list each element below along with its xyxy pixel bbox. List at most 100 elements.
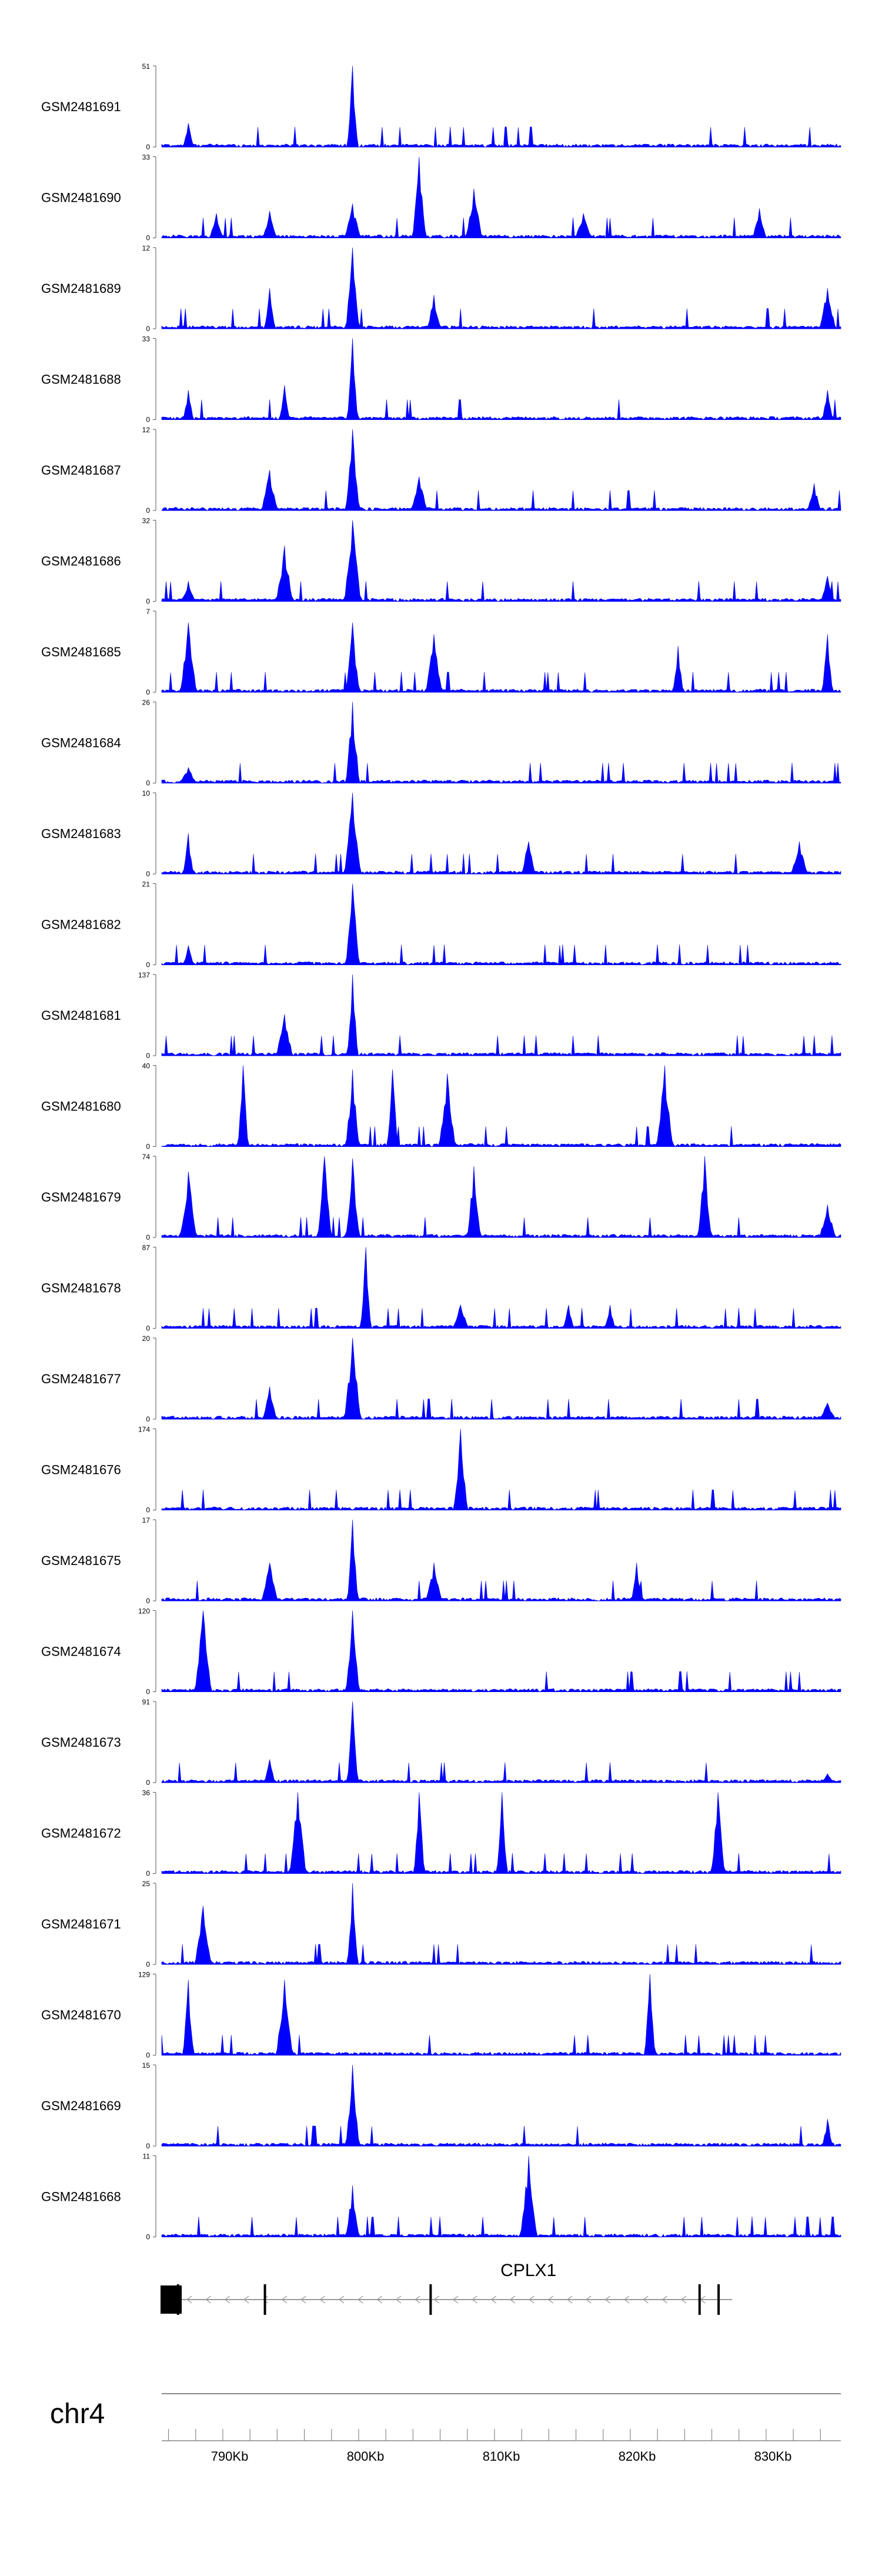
y-max-label: 25 bbox=[142, 1880, 151, 1888]
coverage-area bbox=[161, 1792, 841, 1874]
track-label: GSM2481680 bbox=[41, 1099, 121, 1114]
coverage-area bbox=[161, 2155, 841, 2238]
strand-chevron bbox=[281, 2295, 288, 2304]
track-label: GSM2481668 bbox=[41, 2190, 121, 2204]
strand-chevron bbox=[452, 2295, 459, 2304]
x-tick-label: 810Kb bbox=[483, 2449, 520, 2464]
coverage-area bbox=[161, 1701, 841, 1783]
y-min-label: 0 bbox=[146, 1688, 150, 1696]
coverage-area bbox=[161, 1519, 841, 1601]
strand-chevron bbox=[490, 2295, 497, 2304]
track-label: GSM2481688 bbox=[41, 372, 121, 387]
coverage-area bbox=[161, 2064, 841, 2147]
coverage-area bbox=[161, 622, 841, 693]
strand-chevron bbox=[358, 2295, 363, 2304]
coverage-area bbox=[161, 1610, 841, 1693]
chromosome-label: chr4 bbox=[50, 2398, 105, 2430]
coverage-area bbox=[161, 1247, 841, 1329]
y-min-label: 0 bbox=[146, 416, 150, 424]
y-max-label: 26 bbox=[142, 699, 151, 707]
track-label: GSM2481691 bbox=[41, 99, 121, 114]
coverage-area bbox=[161, 1337, 841, 1420]
track-label: GSM2481675 bbox=[41, 1553, 121, 1568]
coverage-area bbox=[161, 1429, 841, 1511]
strand-chevron bbox=[662, 2295, 668, 2304]
strand-chevron bbox=[338, 2295, 345, 2304]
y-max-label: 12 bbox=[142, 426, 151, 434]
strand-chevron bbox=[529, 2295, 534, 2304]
y-max-label: 87 bbox=[142, 1244, 151, 1252]
strand-chevron bbox=[395, 2295, 402, 2304]
track-label: GSM2481682 bbox=[41, 917, 121, 932]
track-label: GSM2481670 bbox=[41, 2008, 121, 2023]
track-label: GSM2481672 bbox=[41, 1826, 121, 1841]
y-max-label: 10 bbox=[142, 789, 151, 798]
y-max-label: 33 bbox=[142, 154, 151, 162]
x-tick-label: 830Kb bbox=[754, 2449, 792, 2464]
coverage-area bbox=[161, 247, 841, 329]
track-label: GSM2481669 bbox=[41, 2098, 121, 2113]
strand-chevron bbox=[680, 2295, 687, 2304]
y-min-label: 0 bbox=[146, 2233, 150, 2241]
y-min-label: 0 bbox=[146, 234, 150, 242]
track-label: GSM2481677 bbox=[41, 1372, 121, 1386]
track-label: GSM2481681 bbox=[41, 1008, 121, 1023]
y-max-label: 7 bbox=[146, 608, 150, 616]
strand-chevron bbox=[623, 2295, 630, 2304]
track-label: GSM2481687 bbox=[41, 463, 121, 478]
y-min-label: 0 bbox=[146, 1778, 150, 1787]
gene-exon bbox=[717, 2284, 720, 2315]
y-min-label: 0 bbox=[146, 598, 150, 606]
strand-chevron bbox=[509, 2295, 516, 2304]
y-min-label: 0 bbox=[146, 1960, 150, 1968]
strand-chevron bbox=[186, 2295, 192, 2304]
track-label: GSM2481678 bbox=[41, 1281, 121, 1296]
y-min-label: 0 bbox=[146, 325, 150, 333]
coverage-area bbox=[161, 1974, 841, 2056]
track-label: GSM2481674 bbox=[41, 1644, 121, 1659]
y-max-label: 21 bbox=[142, 880, 151, 889]
strand-chevron bbox=[547, 2295, 554, 2304]
y-max-label: 174 bbox=[138, 1426, 150, 1434]
y-min-label: 0 bbox=[146, 688, 150, 696]
strand-chevron bbox=[243, 2295, 249, 2304]
y-max-label: 33 bbox=[142, 335, 151, 343]
y-max-label: 17 bbox=[142, 1516, 151, 1524]
y-max-label: 120 bbox=[138, 1607, 150, 1616]
track-label: GSM2481685 bbox=[41, 645, 121, 659]
strand-chevron bbox=[300, 2295, 306, 2304]
strand-chevron bbox=[319, 2295, 325, 2304]
track-label: GSM2481684 bbox=[41, 736, 121, 750]
coverage-area bbox=[161, 883, 841, 966]
y-min-label: 0 bbox=[146, 1324, 150, 1333]
y-min-label: 0 bbox=[146, 1870, 150, 1878]
gene-exon bbox=[698, 2284, 701, 2315]
y-min-label: 0 bbox=[146, 2142, 150, 2150]
y-max-label: 74 bbox=[142, 1153, 151, 1161]
y-max-label: 12 bbox=[142, 244, 151, 252]
strand-chevron bbox=[376, 2295, 382, 2304]
y-min-label: 0 bbox=[146, 506, 150, 515]
coverage-area bbox=[161, 520, 841, 602]
y-min-label: 0 bbox=[146, 1233, 150, 1242]
y-min-label: 0 bbox=[146, 1506, 150, 1514]
coverage-area bbox=[161, 429, 841, 511]
gene-utr-block bbox=[161, 2285, 182, 2314]
y-max-label: 40 bbox=[142, 1062, 151, 1070]
y-min-label: 0 bbox=[146, 1143, 150, 1151]
y-max-label: 15 bbox=[142, 2061, 151, 2070]
track-label: GSM2481671 bbox=[41, 1917, 121, 1931]
y-min-label: 0 bbox=[146, 143, 150, 151]
y-max-label: 11 bbox=[143, 2153, 151, 2161]
track-label: GSM2481686 bbox=[41, 554, 121, 569]
y-min-label: 0 bbox=[146, 2051, 150, 2060]
track-label: GSM2481676 bbox=[41, 1463, 121, 1477]
coverage-area bbox=[161, 792, 841, 875]
strand-chevron bbox=[262, 2295, 268, 2304]
x-tick-label: 790Kb bbox=[211, 2449, 249, 2464]
coverage-area bbox=[161, 1065, 841, 1147]
y-min-label: 0 bbox=[146, 1415, 150, 1423]
y-max-label: 20 bbox=[142, 1334, 151, 1343]
coverage-area bbox=[161, 702, 841, 784]
